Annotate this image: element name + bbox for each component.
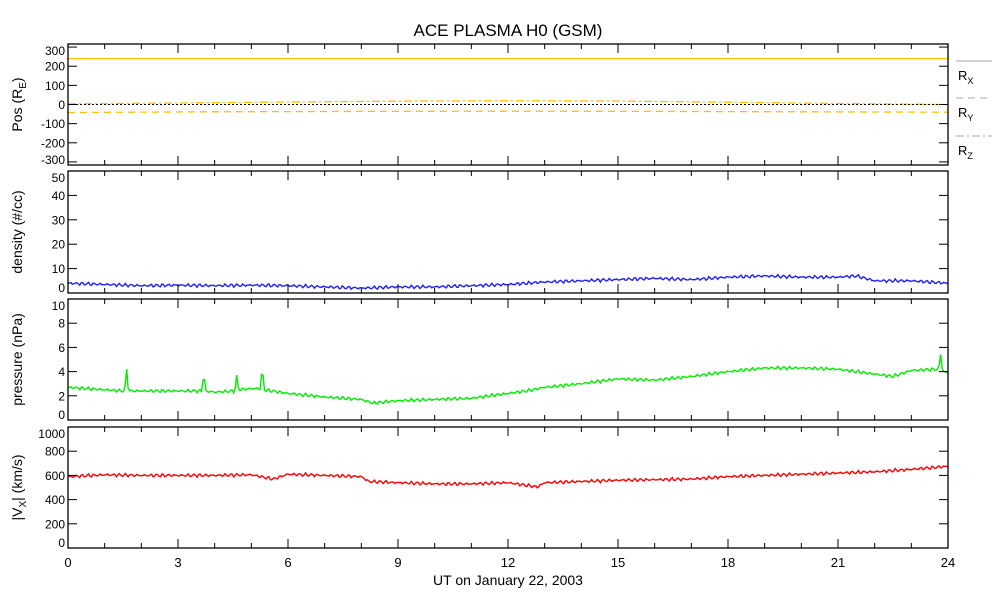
y-tick-label: 100 <box>45 79 65 93</box>
panel-vx: 1000 800 600 400 200 0 |VX| (km/s) <box>9 426 949 550</box>
legend-label-text: R <box>958 143 967 158</box>
y-tick-label: 0 <box>58 408 65 422</box>
y-label-text-end: ) <box>9 77 25 82</box>
y-tick-label: -200 <box>41 136 65 150</box>
x-tick-label: 0 <box>64 555 71 570</box>
y-tick-label: 2 <box>58 389 65 403</box>
series-line-vx <box>67 465 949 489</box>
x-tick-label: 24 <box>941 555 955 570</box>
x-tick-label: 18 <box>721 555 735 570</box>
y-tick-label: 10 <box>52 262 66 276</box>
y-label-text: density (#/cc) <box>9 190 25 273</box>
y-tick-label: 50 <box>52 171 66 185</box>
y-tick-label: 8 <box>58 317 65 331</box>
series-line-ry <box>67 110 949 114</box>
x-tick-label: 12 <box>501 555 515 570</box>
y-tick-label: 0 <box>58 536 65 550</box>
y-tick-label: 200 <box>45 60 65 74</box>
legend-label-subscript: Y <box>967 113 973 123</box>
panel-pressure: 10 8 6 4 2 0 pressure (nPa) <box>9 298 949 422</box>
x-tick-label: 3 <box>174 555 181 570</box>
y-label-text: Pos (R <box>9 89 25 132</box>
y-label-text: pressure (nPa) <box>9 313 25 406</box>
y-tick-label: 200 <box>45 517 65 531</box>
y-tick-label: 300 <box>45 44 65 58</box>
y-tick-label: 30 <box>52 213 66 227</box>
y-label-subscript: E <box>18 82 29 89</box>
panel-frame <box>67 170 949 294</box>
y-tick-label: 800 <box>45 445 65 459</box>
y-axis-label: Pos (RE) <box>9 77 29 131</box>
y-label-text-end: | (km/s) <box>9 454 25 500</box>
y-tick-label: 20 <box>52 238 66 252</box>
y-label-text: |V <box>9 507 25 521</box>
legend-label-subscript: Z <box>967 151 973 161</box>
panel-frame <box>67 426 949 549</box>
y-tick-label: 6 <box>58 341 65 355</box>
x-tick-label: 15 <box>611 555 625 570</box>
x-tick-label: 6 <box>284 555 291 570</box>
legend-label-text: R <box>958 68 967 83</box>
series-line-rz <box>67 100 949 106</box>
y-tick-label: 40 <box>52 189 66 203</box>
panel-frame <box>67 298 949 421</box>
chart-title: ACE PLASMA H0 (GSM) <box>414 21 603 40</box>
y-tick-label: 1000 <box>38 427 65 441</box>
legend-label-text: R <box>958 105 967 120</box>
y-tick-label: -300 <box>41 153 65 167</box>
y-tick-label: 10 <box>52 299 66 313</box>
panel-density: 50 40 30 20 10 0 density (#/cc) <box>9 170 949 295</box>
legend-label: RY <box>958 105 973 123</box>
x-tick-label: 21 <box>831 555 845 570</box>
x-tick-label: 9 <box>394 555 401 570</box>
y-axis-label: |VX| (km/s) <box>9 454 29 520</box>
legend-label-subscript: X <box>967 76 973 86</box>
y-tick-label: 600 <box>45 469 65 483</box>
x-axis-label: UT on January 22, 2003 <box>433 572 583 588</box>
y-axis-label: density (#/cc) <box>9 190 25 273</box>
y-tick-label: 4 <box>58 365 65 379</box>
legend-label: RX <box>958 68 973 86</box>
y-axis-label: pressure (nPa) <box>9 313 25 406</box>
y-tick-label: 0 <box>58 98 65 112</box>
y-label-subscript: X <box>18 501 29 508</box>
legend-label: RZ <box>958 143 973 161</box>
y-tick-label: -100 <box>41 117 65 131</box>
series-line-pressure <box>68 354 949 406</box>
y-tick-label: 0 <box>58 281 65 295</box>
y-tick-label: 400 <box>45 493 65 507</box>
